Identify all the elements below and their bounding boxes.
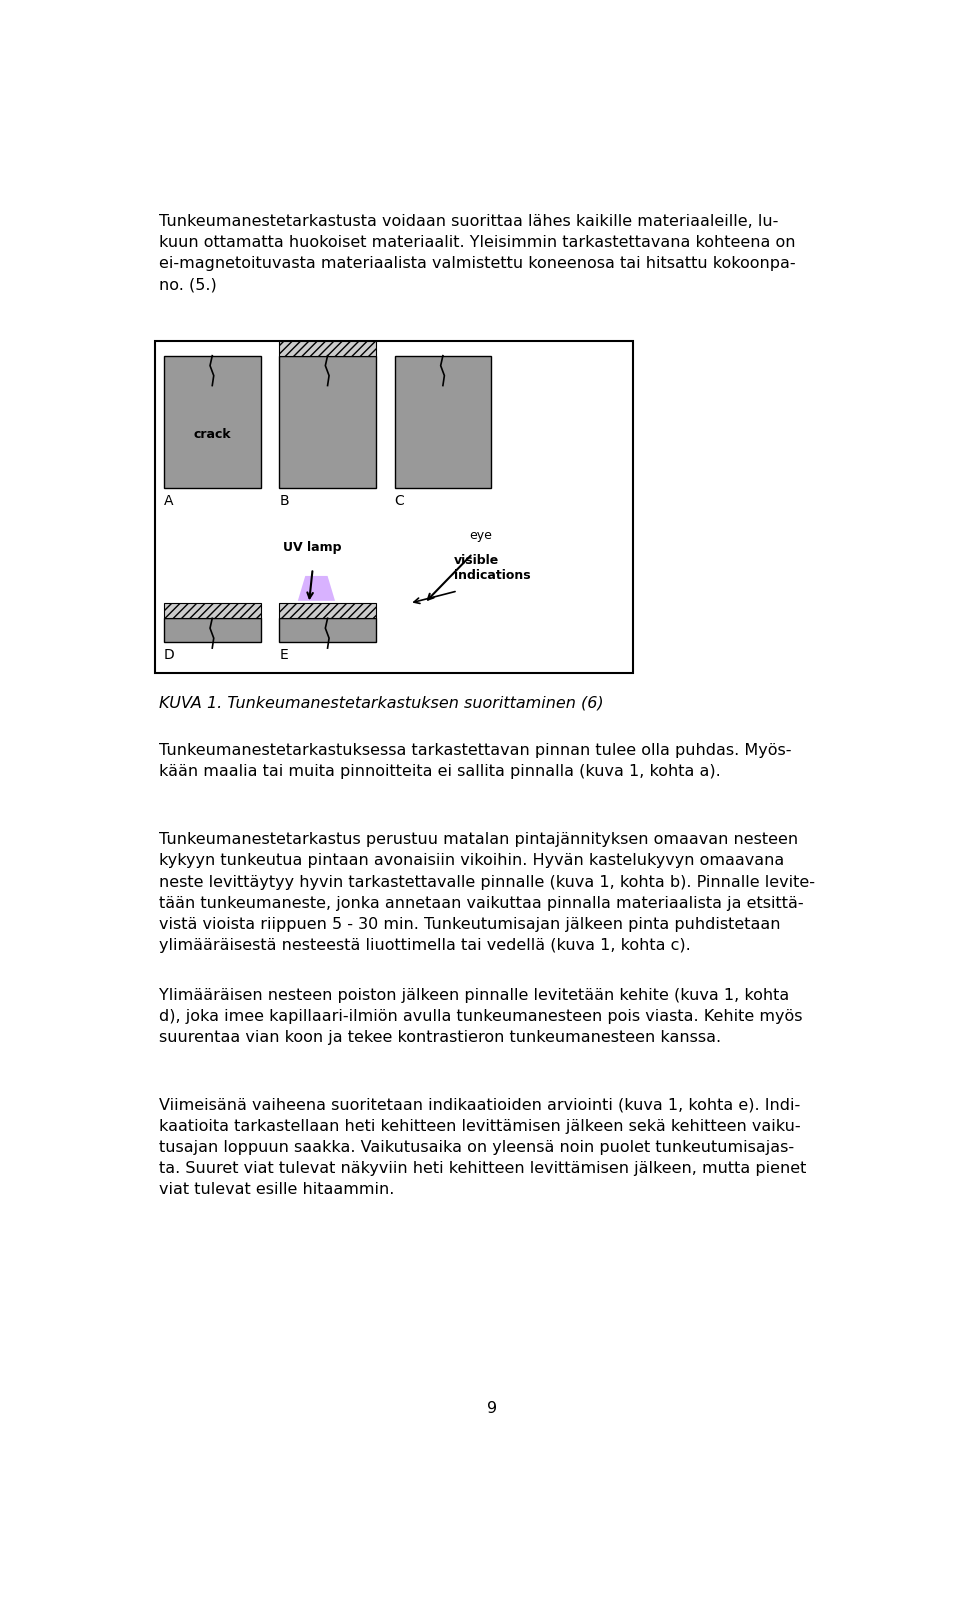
Text: Tunkeumanestetarkastuksessa tarkastettavan pinnan tulee olla puhdas. Myös-
kään : Tunkeumanestetarkastuksessa tarkastettav…: [158, 743, 791, 779]
Text: E: E: [279, 648, 288, 663]
Text: 9: 9: [487, 1401, 497, 1416]
Bar: [395, 356, 492, 488]
Bar: [279, 341, 376, 356]
Bar: [164, 356, 260, 488]
Text: Tunkeumanestetarkastusta voidaan suorittaa lähes kaikille materiaaleille, lu-
ku: Tunkeumanestetarkastusta voidaan suoritt…: [158, 213, 795, 292]
Bar: [155, 341, 634, 672]
Text: Viimeisänä vaiheena suoritetaan indikaatioiden arviointi (kuva 1, kohta e). Indi: Viimeisänä vaiheena suoritetaan indikaat…: [158, 1097, 806, 1197]
Text: crack: crack: [194, 428, 231, 441]
Text: Tunkeumanestetarkastus perustuu matalan pintajännityksen omaavan nesteen
kykyyn : Tunkeumanestetarkastus perustuu matalan …: [158, 832, 815, 953]
Text: A: A: [164, 494, 174, 507]
Text: B: B: [279, 494, 289, 507]
Text: D: D: [164, 648, 175, 663]
Bar: [279, 356, 376, 488]
Text: eye: eye: [468, 528, 492, 541]
Bar: [164, 603, 260, 619]
Text: visible
indications: visible indications: [454, 554, 531, 582]
Text: C: C: [395, 494, 404, 507]
Bar: [164, 619, 260, 642]
Bar: [279, 603, 376, 619]
Text: Ylimääräisen nesteen poiston jälkeen pinnalle levitetään kehite (kuva 1, kohta
d: Ylimääräisen nesteen poiston jälkeen pin…: [158, 987, 803, 1046]
Text: KUVA 1. Tunkeumanestetarkastuksen suorittaminen (6): KUVA 1. Tunkeumanestetarkastuksen suorit…: [158, 695, 603, 711]
Bar: [279, 619, 376, 642]
Text: UV lamp: UV lamp: [283, 541, 342, 554]
Polygon shape: [298, 575, 335, 601]
